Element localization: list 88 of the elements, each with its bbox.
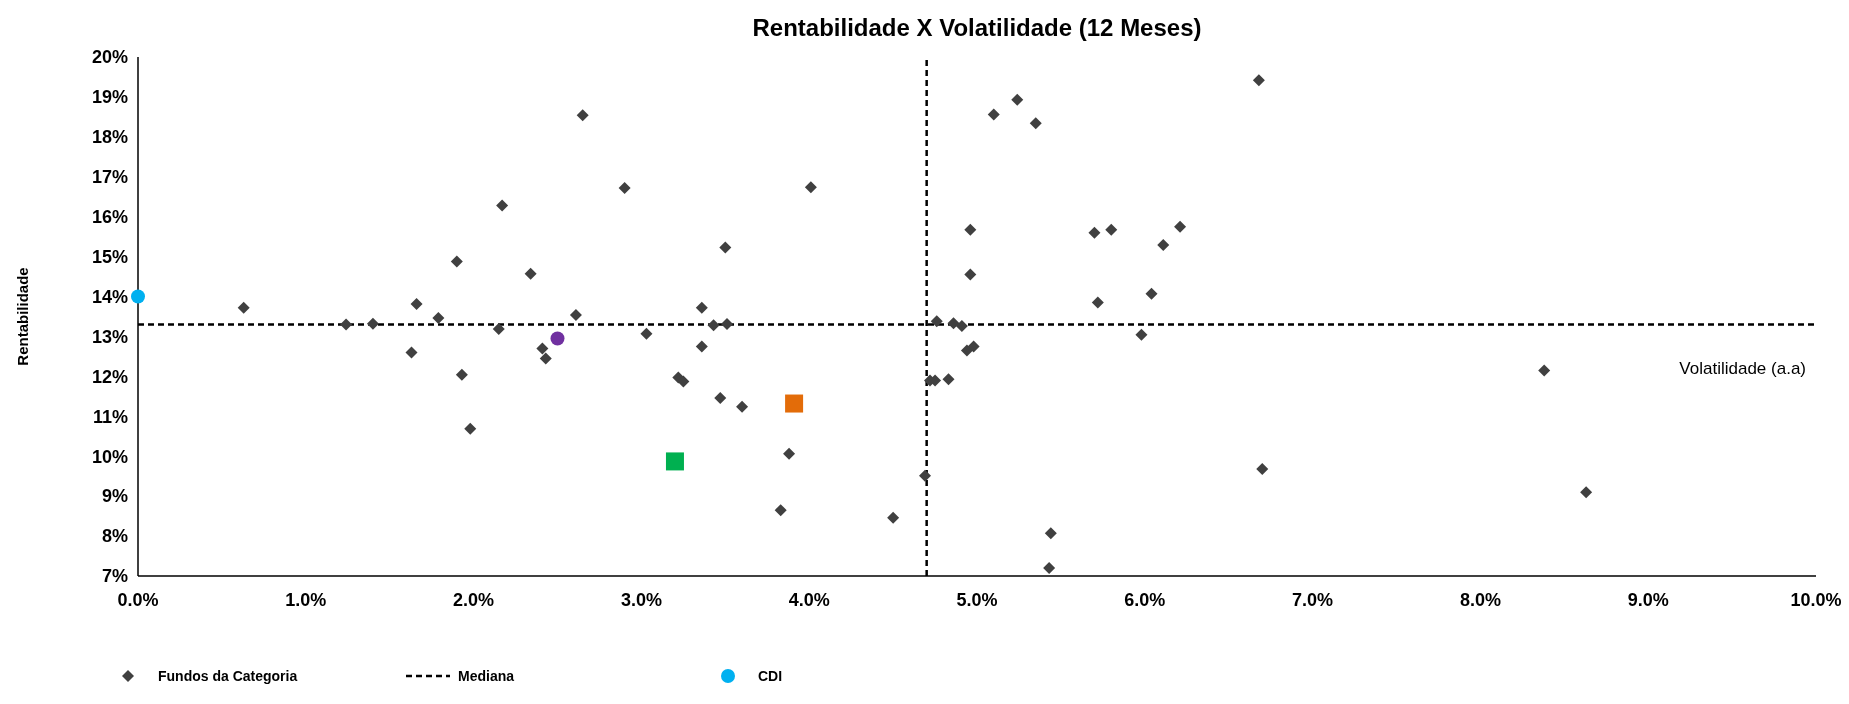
point <box>707 319 720 332</box>
point <box>942 373 955 386</box>
point <box>237 301 250 314</box>
y-tick-label: 18% <box>91 127 128 148</box>
y-tick-label: 13% <box>91 326 128 347</box>
point <box>964 268 977 281</box>
point <box>1088 226 1101 239</box>
point <box>1580 486 1593 499</box>
point <box>964 223 977 236</box>
point <box>1043 562 1056 575</box>
point <box>1091 296 1104 309</box>
legend-label: Mediana <box>458 667 515 684</box>
y-axis-title: Rentabilidade <box>14 267 31 366</box>
point <box>524 267 537 280</box>
point <box>1157 239 1170 252</box>
y-tick-label: 15% <box>91 246 128 267</box>
y-tick-label: 10% <box>91 446 128 467</box>
point <box>947 317 960 330</box>
point <box>736 400 749 413</box>
point <box>618 181 631 194</box>
point <box>720 318 733 331</box>
point <box>785 394 804 413</box>
point <box>1145 287 1158 300</box>
point <box>576 109 589 122</box>
point <box>450 255 463 268</box>
point <box>366 317 379 330</box>
point <box>1135 328 1148 341</box>
point <box>804 181 817 194</box>
point <box>1105 223 1118 236</box>
y-tick-label: 17% <box>91 167 128 188</box>
point <box>955 320 968 333</box>
point <box>930 315 943 328</box>
point <box>550 331 565 346</box>
point <box>1011 93 1024 106</box>
point <box>1256 463 1269 476</box>
point <box>539 352 552 365</box>
x-axis-title: Volatilidade (a.a) <box>1679 358 1806 378</box>
point <box>455 368 468 381</box>
point <box>918 469 931 482</box>
point <box>1044 527 1057 540</box>
y-tick-label: 11% <box>92 406 128 427</box>
point <box>719 241 732 254</box>
point <box>1029 117 1042 130</box>
point <box>405 346 418 359</box>
point <box>774 504 787 517</box>
point <box>1174 220 1187 233</box>
x-tick-label: 6.0% <box>1124 590 1166 610</box>
legend-label: CDI <box>758 667 783 684</box>
y-tick-label: 19% <box>91 87 128 108</box>
legend-label: Fundos da Categoria <box>158 667 298 684</box>
point <box>432 312 445 325</box>
y-tick-label: 16% <box>91 206 128 227</box>
point <box>887 511 900 524</box>
chart-title: Rentabilidade X Volatilidade (12 Meses) <box>752 14 1202 41</box>
point <box>960 344 973 357</box>
x-tick-label: 1.0% <box>285 590 327 610</box>
y-tick-label: 20% <box>91 47 128 68</box>
point <box>340 318 353 331</box>
point <box>987 108 1000 121</box>
x-tick-label: 3.0% <box>620 590 662 610</box>
point <box>665 452 684 471</box>
y-tick-label: 8% <box>101 526 128 547</box>
y-tick-label: 7% <box>101 566 128 587</box>
point <box>464 422 477 435</box>
point <box>131 289 145 304</box>
y-tick-label: 14% <box>91 286 128 307</box>
point <box>569 308 582 321</box>
x-tick-label: 0.0% <box>117 590 159 610</box>
x-tick-label: 2.0% <box>453 590 495 610</box>
point <box>783 447 796 460</box>
point <box>714 391 727 404</box>
x-tick-label: 4.0% <box>788 590 830 610</box>
y-tick-label: 12% <box>91 366 128 387</box>
point <box>536 342 549 355</box>
point <box>410 298 423 311</box>
point <box>967 340 980 353</box>
point <box>695 340 708 353</box>
point <box>640 327 653 340</box>
point <box>1538 364 1551 377</box>
x-tick-label: 9.0% <box>1627 590 1669 610</box>
point <box>1252 74 1265 87</box>
y-tick-label: 9% <box>101 486 128 507</box>
x-tick-label: 7.0% <box>1292 590 1334 610</box>
point <box>695 301 708 314</box>
x-tick-label: 8.0% <box>1459 590 1501 610</box>
point <box>496 199 509 212</box>
x-tick-label: 5.0% <box>956 590 998 610</box>
x-tick-label: 10.0% <box>1790 590 1842 610</box>
